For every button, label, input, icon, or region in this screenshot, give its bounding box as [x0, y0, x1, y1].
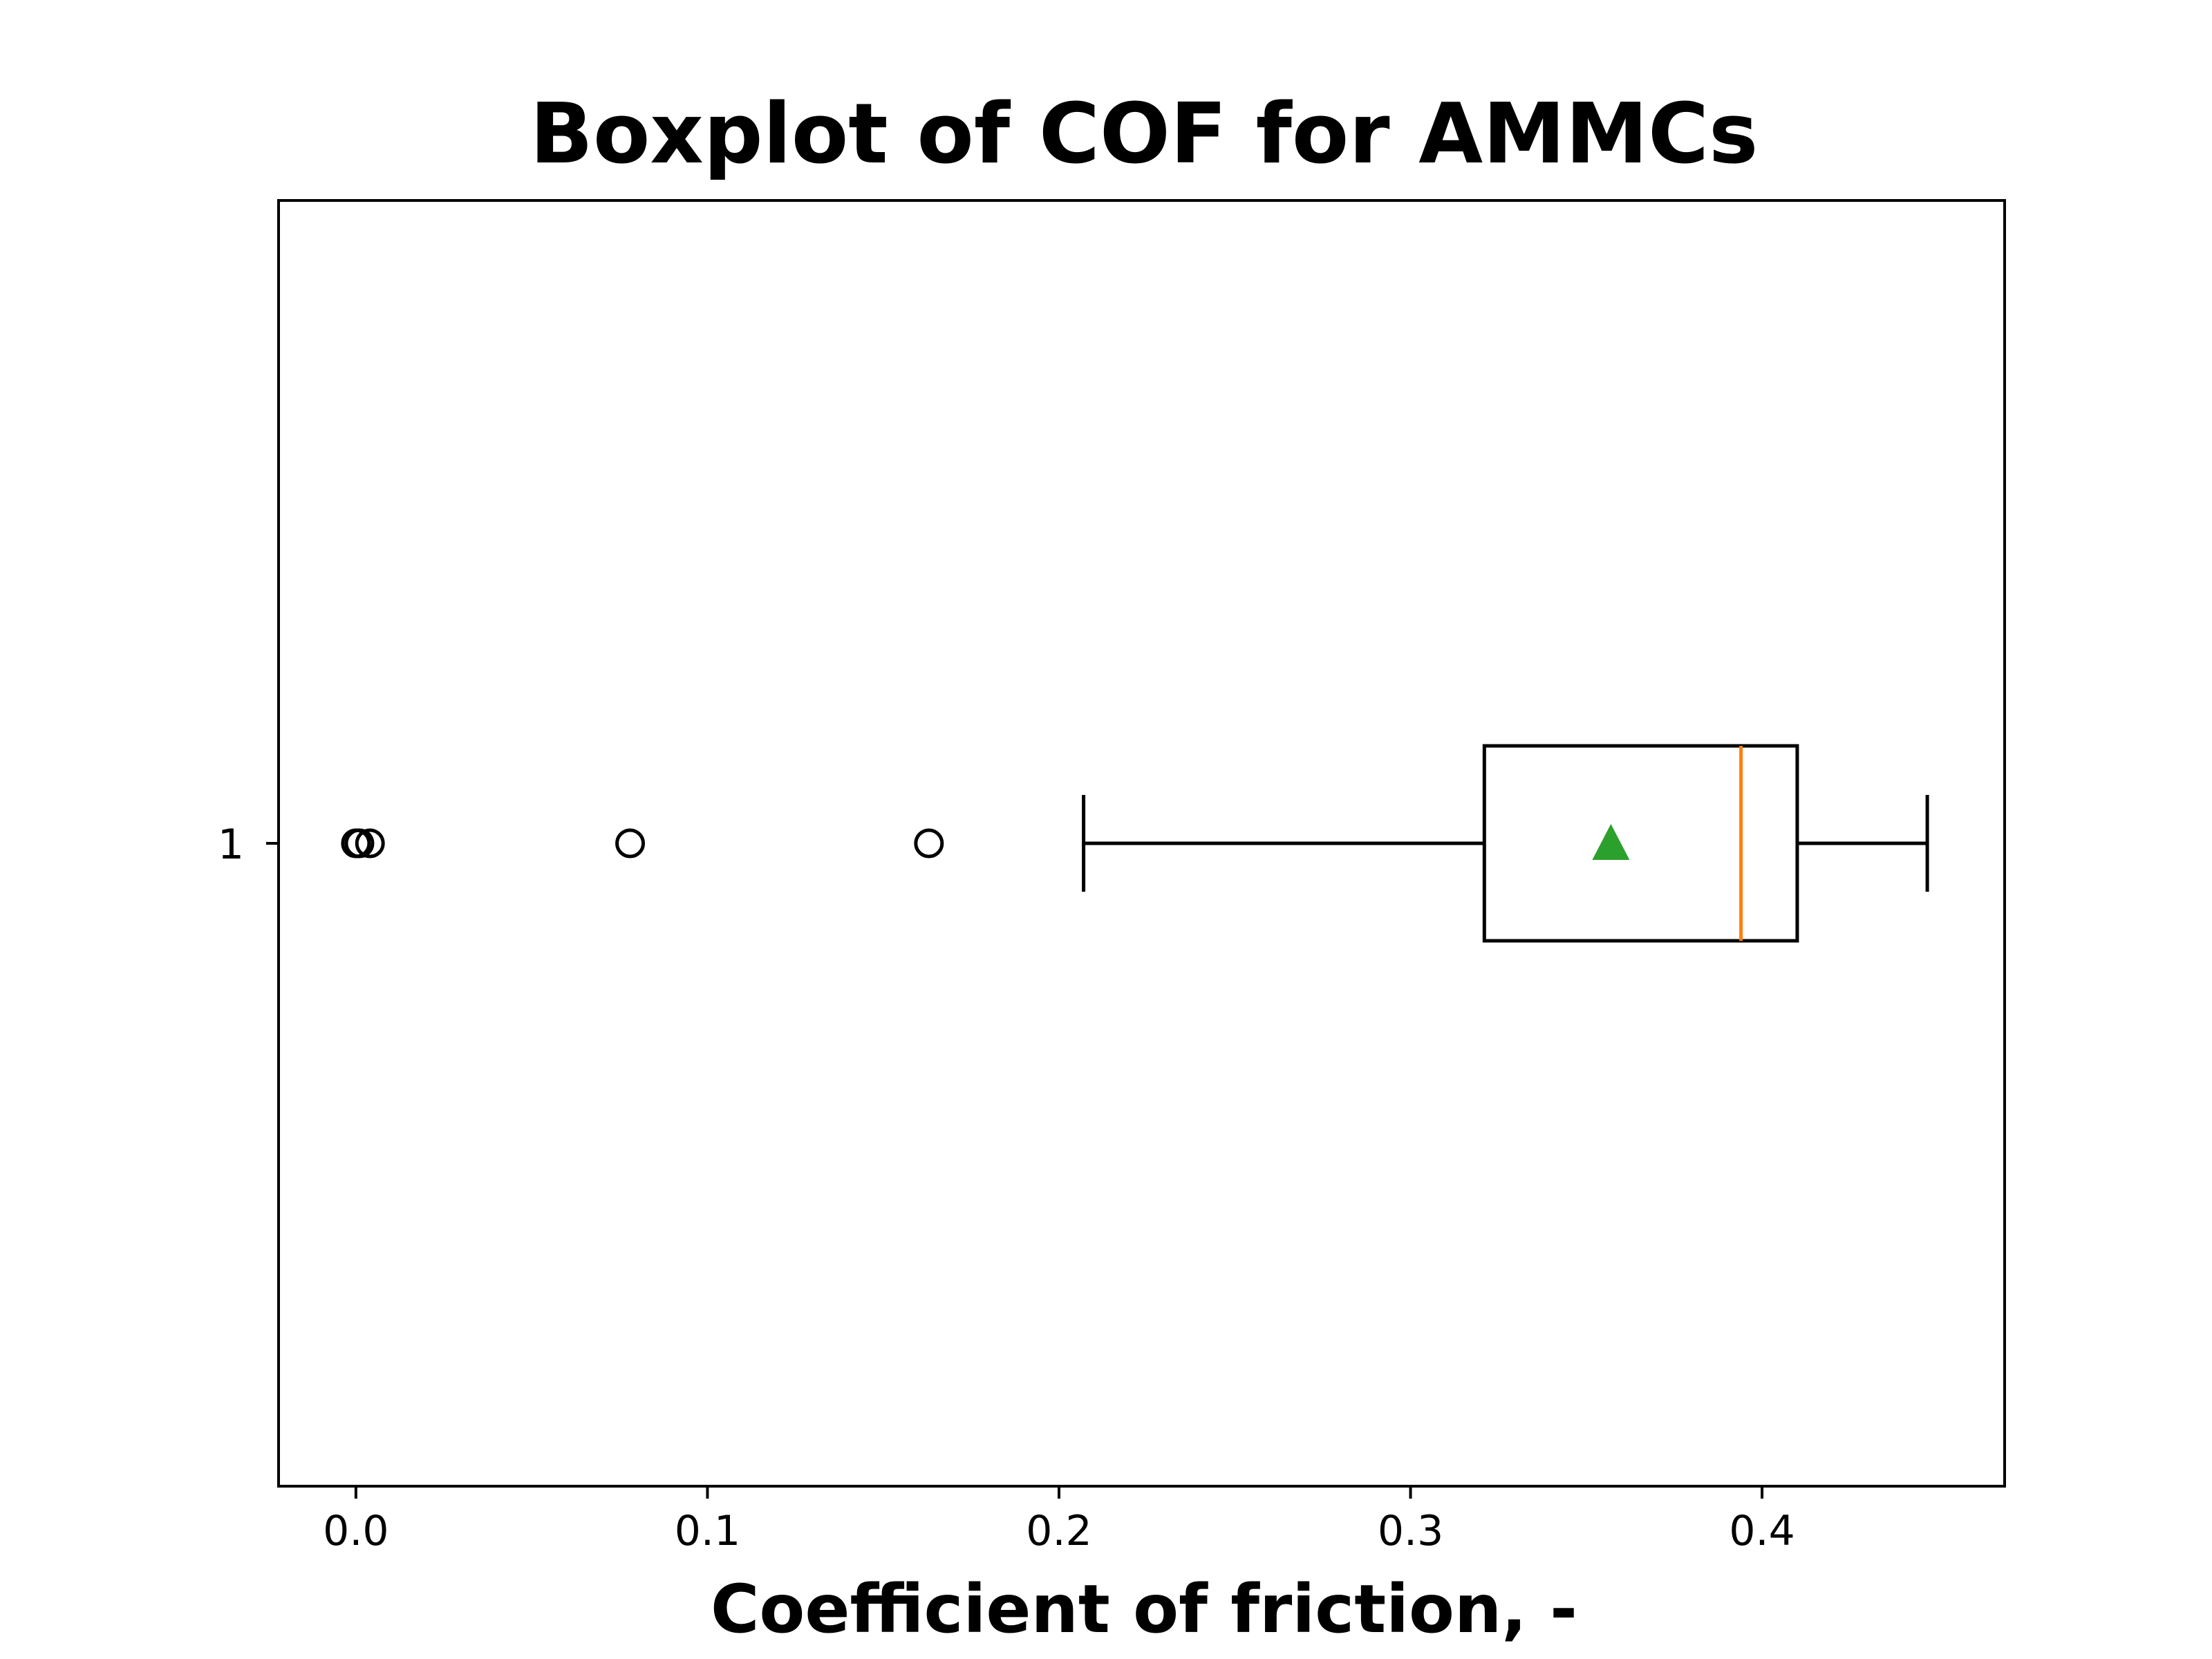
- x-tick-label: 0.4: [1729, 1507, 1794, 1555]
- x-tick-label: 0.1: [675, 1507, 740, 1555]
- outlier-point-2: [344, 828, 375, 859]
- y-axis-ticks: 1: [218, 821, 279, 869]
- y-tick-label: 1: [218, 821, 244, 869]
- mean-marker: [1592, 824, 1630, 860]
- plot-marks: [341, 744, 1929, 943]
- chart-title: Boxplot of COF for AMMCs: [529, 86, 1759, 182]
- x-tick-label: 0.3: [1378, 1507, 1443, 1555]
- iqr-box: [1482, 744, 1799, 943]
- outlier-point-5: [914, 828, 944, 859]
- x-tick-label: 0.2: [1026, 1507, 1091, 1555]
- x-tick-label: 0.0: [323, 1507, 388, 1555]
- x-axis-ticks: 0.0 0.1 0.2 0.3 0.4: [323, 1486, 1795, 1555]
- outlier-point-3: [355, 828, 385, 859]
- x-axis-label: Coefficient of friction, -: [710, 1571, 1578, 1648]
- outlier-point-4: [615, 828, 646, 859]
